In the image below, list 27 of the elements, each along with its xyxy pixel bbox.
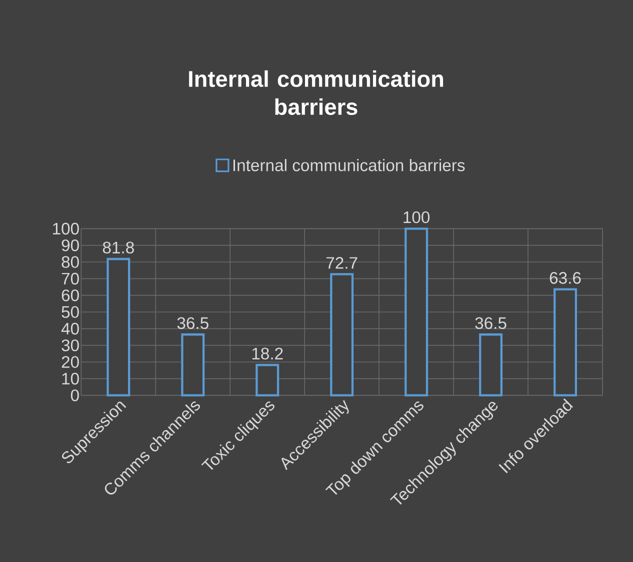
bar [330,273,354,396]
data-label: 18.2 [252,348,283,360]
y-tick-label: 30 [62,339,79,352]
data-label: 36.5 [177,317,208,329]
y-tick-label: 0 [70,389,79,402]
legend-label: Internal communication barriers [233,158,465,172]
data-label: 63.6 [550,272,581,284]
bar [479,333,503,396]
y-tick-label: 80 [62,256,79,268]
y-tick-label: 40 [61,322,79,335]
y-tick-label: 70 [62,272,79,285]
y-tick-label: 90 [62,239,79,252]
chart-title: Internal communication barriers [189,70,444,115]
y-tick-label: 60 [62,289,79,302]
bar [554,288,578,396]
bar [404,228,428,396]
bar [181,333,205,396]
data-label: 72.7 [326,257,358,269]
y-tick-label: 100 [53,222,79,235]
data-label: 100 [404,211,430,224]
y-tick-label: 50 [62,306,79,318]
bar [106,258,130,396]
data-label: 81.8 [102,242,134,254]
y-tick-label: 10 [62,372,79,385]
data-label: 36.5 [475,317,506,329]
bar [256,364,280,396]
y-tick-label: 20 [62,356,79,368]
